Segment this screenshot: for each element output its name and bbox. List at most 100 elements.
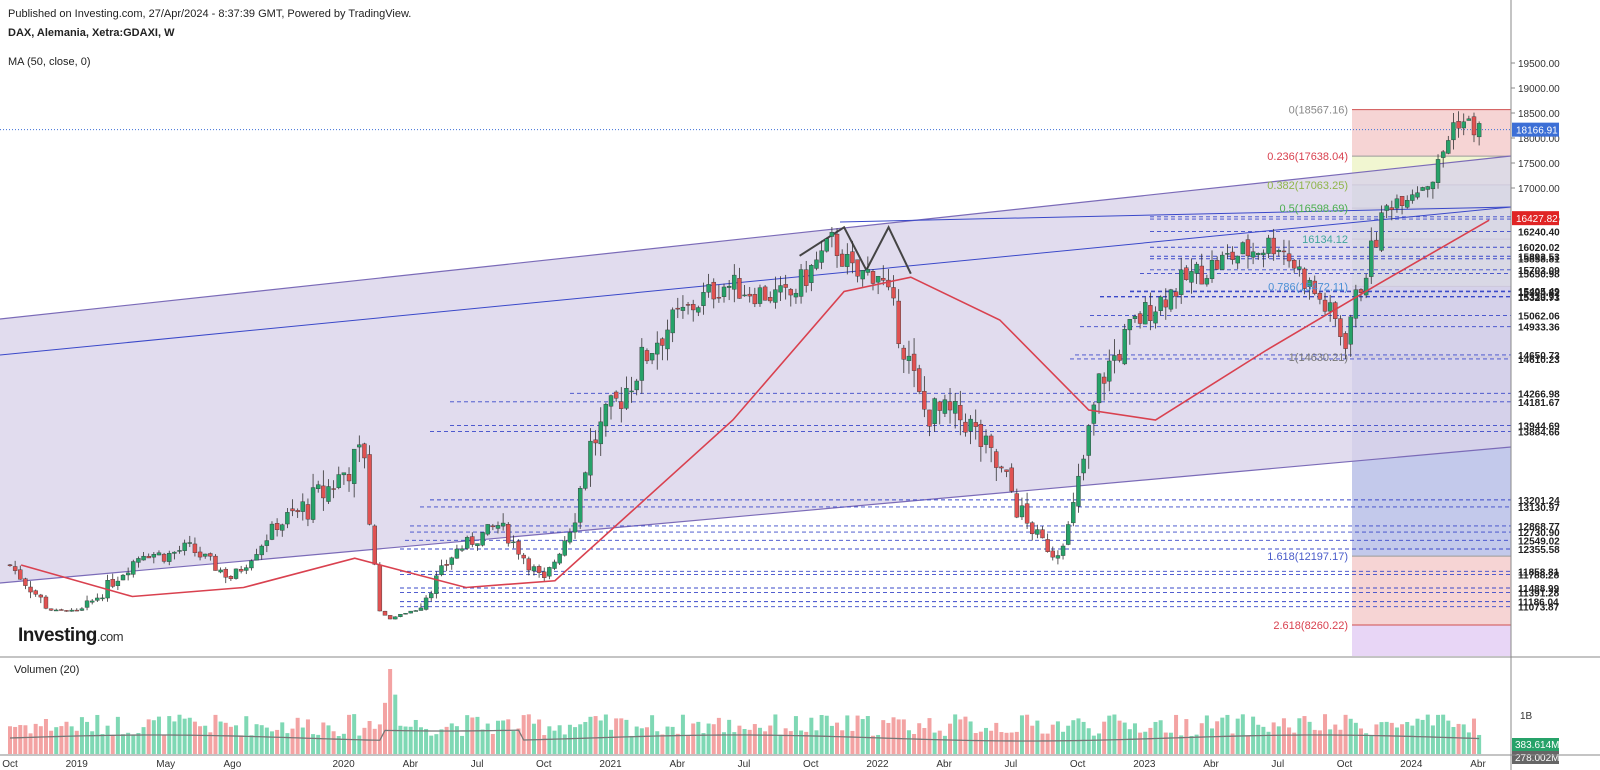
- candle-body: [988, 435, 994, 448]
- time-tick-label: Jul: [1271, 759, 1284, 770]
- published-note: Published on Investing.com, 27/Apr/2024 …: [8, 8, 412, 20]
- candle-body: [958, 405, 963, 421]
- candle-body: [351, 448, 357, 484]
- volume-bar: [552, 730, 557, 754]
- volume-bar: [59, 726, 64, 754]
- volume-bar: [223, 722, 228, 754]
- volume-bar: [865, 716, 870, 754]
- volume-bar: [1456, 723, 1461, 754]
- candle-body: [619, 401, 624, 409]
- candle-body: [839, 253, 845, 267]
- candle-body: [64, 610, 69, 612]
- candle-body: [593, 439, 598, 444]
- candle-body: [1101, 376, 1107, 384]
- volume-bar: [218, 721, 223, 754]
- volume-bar: [38, 726, 43, 754]
- volume-bar: [1091, 735, 1096, 754]
- candle-body: [1086, 425, 1091, 456]
- candle-body: [716, 296, 722, 299]
- candle-body: [511, 541, 516, 544]
- volume-bar: [511, 730, 516, 754]
- price-tick-label: 17500.00: [1518, 159, 1560, 170]
- ma50-line: [20, 219, 1490, 598]
- candle-body: [834, 233, 840, 256]
- volume-bar: [1055, 721, 1060, 754]
- volume-bar: [151, 720, 156, 754]
- candle-body: [665, 329, 670, 350]
- candle-body: [1281, 250, 1287, 253]
- candle-body: [562, 540, 567, 556]
- volume-bar: [1076, 718, 1081, 754]
- candle-body: [74, 609, 79, 612]
- candle-body: [952, 401, 958, 414]
- candle-body: [120, 574, 126, 581]
- candle-body: [300, 501, 305, 512]
- candle-body: [33, 590, 38, 595]
- support-price-label: 15703.09: [1518, 266, 1560, 277]
- candle-body: [793, 292, 799, 298]
- volume-bar: [629, 735, 634, 754]
- candle-body: [141, 555, 146, 561]
- candle-body: [464, 537, 470, 549]
- candle-body: [1112, 355, 1117, 361]
- candle-body: [896, 300, 901, 345]
- support-price-label: 12549.02: [1518, 536, 1560, 547]
- volume-bar: [460, 735, 465, 754]
- volume-bar: [311, 734, 316, 754]
- candle-body: [238, 569, 244, 572]
- volume-bar: [665, 726, 670, 754]
- volume-bar: [85, 721, 90, 754]
- volume-bar: [1477, 734, 1482, 754]
- volume-bar: [860, 719, 865, 754]
- candle-body: [942, 399, 948, 414]
- volume-bar: [1194, 734, 1199, 754]
- candle-body: [901, 347, 907, 360]
- volume-bar: [932, 732, 937, 754]
- volume-bar: [264, 727, 269, 754]
- volume-bar: [1471, 718, 1476, 754]
- volume-bar: [870, 735, 875, 754]
- candle-body: [963, 421, 968, 433]
- volume-bar: [716, 717, 721, 754]
- candle-body: [973, 422, 978, 427]
- candle-body: [886, 279, 891, 288]
- volume-bar: [424, 728, 429, 754]
- candle-body: [881, 277, 886, 281]
- time-tick-label: Abr: [403, 759, 419, 770]
- candle-body: [819, 250, 824, 263]
- candle-body: [516, 541, 521, 555]
- candle-body: [254, 554, 259, 561]
- volume-bar: [1466, 732, 1471, 754]
- volume-bar: [639, 728, 644, 754]
- candle-body: [264, 540, 270, 546]
- candle-body: [1019, 505, 1025, 518]
- support-price-label: 13884.66: [1518, 428, 1560, 439]
- candle-body: [947, 401, 953, 411]
- volume-bar: [937, 730, 942, 754]
- volume-bar: [13, 726, 18, 754]
- volume-bar: [269, 731, 274, 754]
- candle-body: [1446, 140, 1451, 154]
- volume-bar: [1430, 725, 1435, 754]
- support-price-label: 11858.81: [1518, 567, 1560, 578]
- candle-body: [1209, 260, 1215, 279]
- volume-bar: [1425, 714, 1430, 754]
- candle-body: [726, 286, 732, 288]
- volume-bar: [1184, 719, 1189, 754]
- volume-bar: [275, 729, 280, 754]
- volume-bar: [336, 735, 341, 754]
- candle-body: [567, 532, 573, 543]
- volume-bar: [747, 729, 752, 754]
- volume-bar: [1405, 722, 1410, 754]
- candle-body: [398, 614, 403, 617]
- candle-body: [577, 488, 583, 523]
- volume-bar: [1204, 715, 1209, 754]
- candle-body: [536, 566, 542, 573]
- time-tick-label: Abr: [1203, 759, 1219, 770]
- volume-bar: [1240, 714, 1245, 754]
- candle-body: [1014, 493, 1020, 518]
- candle-body: [875, 276, 881, 283]
- volume-bar: [64, 721, 69, 754]
- channel-upper: [0, 155, 1511, 320]
